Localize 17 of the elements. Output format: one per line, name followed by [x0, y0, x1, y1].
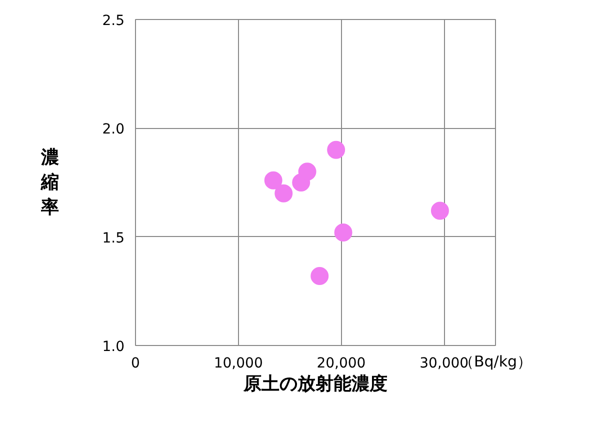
- y-tick-label: 1.0: [102, 339, 124, 355]
- point: [430, 202, 449, 220]
- point: [310, 266, 329, 285]
- point: [327, 140, 346, 159]
- point: [274, 184, 293, 202]
- x-tick-label: 20,000: [316, 356, 366, 372]
- x-tick-label: 10,000: [214, 356, 263, 372]
- x-tick-label: 30,000: [420, 356, 469, 372]
- x-tick-label: 0: [131, 356, 140, 372]
- point: [334, 224, 352, 242]
- point: [298, 162, 316, 181]
- y-tick-label: 2.0: [102, 122, 124, 138]
- y-axis-title: 濃縮率: [40, 146, 60, 218]
- x-axis-title: 原土の放射能濃度: [242, 374, 388, 394]
- y-tick-label: 2.5: [102, 13, 124, 29]
- y-tick-label: 1.5: [102, 230, 124, 246]
- point: [264, 171, 282, 190]
